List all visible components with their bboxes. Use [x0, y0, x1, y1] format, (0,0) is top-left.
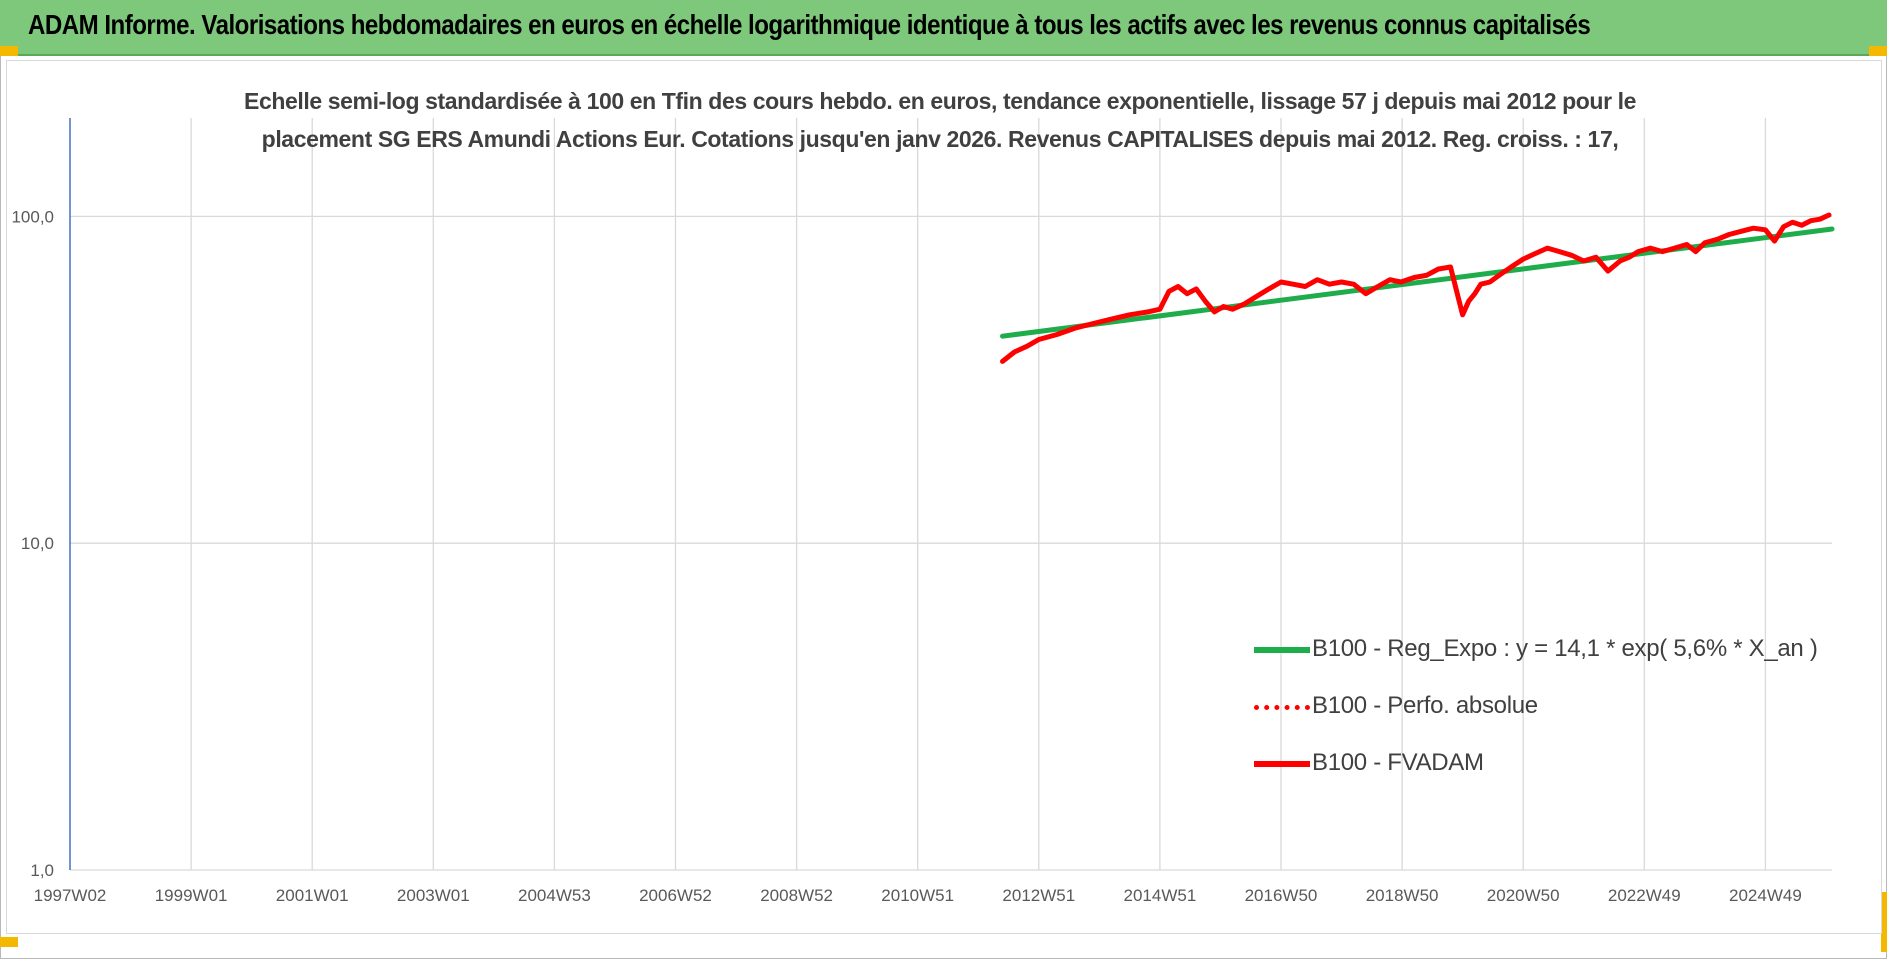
chart-title: Echelle semi-log standardisée à 100 en T… [140, 82, 1740, 158]
corner-marker-top-left [0, 46, 18, 56]
x-tick-label: 2022W49 [1608, 886, 1681, 905]
corner-marker-bottom-left [0, 937, 18, 947]
title-banner: ADAM Informe. Valorisations hebdomadaire… [0, 0, 1887, 56]
corner-marker-bottom-right [1881, 892, 1887, 952]
y-tick-label: 100,0 [11, 207, 54, 226]
x-tick-label: 2016W50 [1245, 886, 1318, 905]
legend-item-fvadam: B100 - FVADAM [1250, 744, 1810, 780]
legend-swatch-regression [1254, 647, 1310, 653]
series-fvadam-line [1000, 212, 1832, 364]
legend-label-perfo-absolue: B100 - Perfo. absolue [1312, 692, 1538, 719]
x-tick-label: 2010W51 [881, 886, 954, 905]
series-regression-line [1000, 226, 1835, 339]
x-tick-label: 2004W53 [518, 886, 591, 905]
x-tick-label: 1999W01 [155, 886, 228, 905]
chart-area [6, 60, 1882, 934]
y-tick-label: 1,0 [30, 861, 54, 880]
x-tick-label: 2024W49 [1729, 886, 1802, 905]
x-tick-label: 2012W51 [1002, 886, 1075, 905]
chart-title-line-2: placement SG ERS Amundi Actions Eur. Cot… [261, 126, 1619, 152]
x-tick-label: 1997W02 [34, 886, 107, 905]
x-tick-label: 2003W01 [397, 886, 470, 905]
x-tick-label: 2001W01 [276, 886, 349, 905]
legend-label-fvadam: B100 - FVADAM [1312, 749, 1484, 776]
legend-item-perfo-absolue: B100 - Perfo. absolue [1250, 687, 1810, 723]
y-tick-label: 10,0 [21, 534, 54, 553]
x-tick-label: 2006W52 [639, 886, 712, 905]
x-tick-label: 2008W52 [760, 886, 833, 905]
x-tick-label: 2018W50 [1366, 886, 1439, 905]
x-tick-label: 2014W51 [1124, 886, 1197, 905]
legend-swatch-fvadam [1254, 761, 1310, 767]
x-tick-label: 2020W50 [1487, 886, 1560, 905]
legend-item-regression: B100 - Reg_Expo : y = 14,1 * exp( 5,6% *… [1250, 630, 1818, 666]
legend-swatch-perfo-absolue [1254, 705, 1310, 710]
chart-title-line-1: Echelle semi-log standardisée à 100 en T… [244, 88, 1636, 114]
legend-label-regression: B100 - Reg_Expo : y = 14,1 * exp( 5,6% *… [1312, 635, 1818, 662]
corner-marker-top-right [1869, 46, 1887, 56]
banner-title: ADAM Informe. Valorisations hebdomadaire… [28, 9, 1591, 40]
